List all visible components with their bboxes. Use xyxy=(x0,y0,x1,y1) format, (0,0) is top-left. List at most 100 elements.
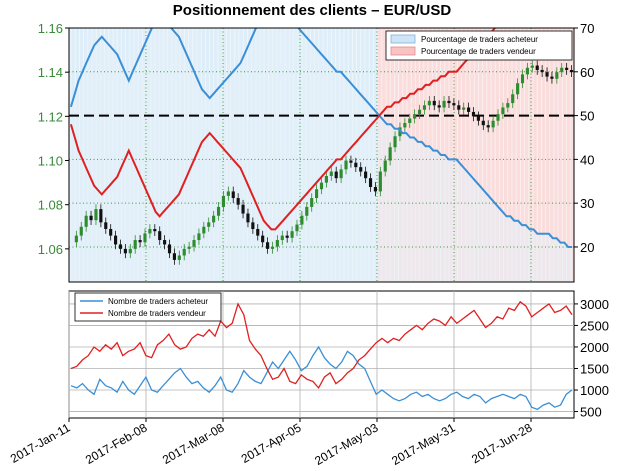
candle-body xyxy=(99,209,103,223)
legend-label-buy: Pourcentage de traders acheteur xyxy=(421,35,538,44)
candle-body xyxy=(153,228,157,232)
candle-body xyxy=(123,248,127,254)
candle-body xyxy=(417,109,422,115)
candle-body xyxy=(104,222,108,229)
sentiment-band xyxy=(469,28,475,282)
candle-body xyxy=(535,65,539,70)
candle-body xyxy=(432,100,436,106)
sentiment-band xyxy=(516,28,521,282)
candle-body xyxy=(202,226,206,234)
candle-body xyxy=(84,215,88,227)
sentiment-band xyxy=(466,28,471,282)
candle-body xyxy=(315,189,319,199)
candle-body xyxy=(525,67,529,75)
candle-body xyxy=(437,105,441,108)
percentage-tick-label: 50 xyxy=(580,109,594,124)
candle-body xyxy=(329,171,333,176)
price-tick-label: 1.12 xyxy=(38,109,63,124)
legend-swatch-buy xyxy=(390,34,416,44)
sentiment-band xyxy=(566,28,571,282)
sentiment-band xyxy=(527,28,533,282)
percentage-tick-label: 60 xyxy=(580,65,594,80)
legend-swatch-sell xyxy=(390,46,416,56)
candle-body xyxy=(413,114,417,119)
candle-body xyxy=(216,206,221,216)
candle-body xyxy=(74,235,78,243)
candle-body xyxy=(300,215,304,225)
date-tick-label: 2017-Mar-08 xyxy=(160,420,227,467)
candle-body xyxy=(221,195,226,207)
candle-body xyxy=(275,240,279,247)
sentiment-band xyxy=(535,28,540,282)
candle-body xyxy=(393,136,397,148)
sentiment-band xyxy=(477,28,483,282)
percentage-tick-label: 70 xyxy=(580,21,594,36)
sentiment-band xyxy=(562,28,567,282)
date-tick-label: 2017-May-31 xyxy=(389,420,458,468)
candle-body xyxy=(540,69,544,73)
candle-body xyxy=(241,204,245,214)
date-tick-label: 2017-Apr-05 xyxy=(239,420,304,466)
candle-body xyxy=(310,198,314,207)
sentiment-band xyxy=(558,28,564,282)
price-axis: 1.06 1.08 1.10 1.12 1.14 1.16 xyxy=(38,21,69,257)
date-tick-label: 2017-May-03 xyxy=(312,420,381,468)
sentiment-band xyxy=(473,28,479,282)
legend-label-buy-count: Nombre de traders acheteur xyxy=(108,297,208,306)
legend-label-sell: Pourcentage de traders vendeur xyxy=(421,47,536,56)
count-tick-label: 3000 xyxy=(580,297,609,312)
candle-body xyxy=(560,67,564,73)
candle-body xyxy=(109,228,113,236)
candle-body xyxy=(442,100,446,108)
sentiment-band xyxy=(504,28,510,282)
candle-body xyxy=(486,125,490,128)
candle-body xyxy=(143,233,147,243)
candle-body xyxy=(187,246,191,249)
candle-body xyxy=(280,235,284,241)
candle-body xyxy=(295,224,299,232)
candle-body xyxy=(565,67,569,70)
candle-body xyxy=(236,198,240,205)
candle-body xyxy=(545,72,549,77)
candle-body xyxy=(290,231,294,238)
date-tick-label: 2017-Feb-08 xyxy=(83,420,150,467)
candle-body xyxy=(133,240,137,249)
sentiment-band xyxy=(489,28,494,282)
sentiment-band xyxy=(458,28,463,282)
candle-body xyxy=(511,94,515,104)
candle-body xyxy=(114,235,118,245)
candle-body xyxy=(383,160,387,172)
count-tick-label: 1500 xyxy=(580,361,609,376)
candle-body xyxy=(172,253,176,260)
sentiment-band xyxy=(520,28,525,282)
candle-body xyxy=(403,122,407,128)
candle-body xyxy=(324,175,328,183)
sentiment-band xyxy=(508,28,513,282)
candle-body xyxy=(231,191,235,199)
candle-body xyxy=(265,242,270,249)
candle-body xyxy=(398,127,402,137)
candle-body xyxy=(344,160,348,170)
candle-body xyxy=(89,215,93,221)
sentiment-band xyxy=(462,28,467,282)
sentiment-band xyxy=(570,28,574,282)
candle-body xyxy=(349,160,353,163)
chart-title: Positionnement des clients – EUR/USD xyxy=(172,2,452,19)
candle-body xyxy=(354,162,358,168)
candle-body xyxy=(359,167,363,172)
candle-body xyxy=(334,171,338,179)
bottom-legend: Nombre de traders acheteur Nombre de tra… xyxy=(74,292,222,322)
candle-body xyxy=(388,147,392,161)
candle-body xyxy=(555,72,559,79)
candle-body xyxy=(163,240,167,245)
count-axis: 500 1000 1500 2000 2500 3000 xyxy=(574,297,609,420)
sentiment-band xyxy=(500,28,506,282)
buy-count-line xyxy=(70,345,573,411)
percentage-tick-label: 40 xyxy=(580,152,594,167)
count-tick-label: 1000 xyxy=(580,383,609,398)
candle-body xyxy=(378,171,382,192)
candle-body xyxy=(339,169,343,179)
candle-body xyxy=(226,191,230,196)
candle-body xyxy=(516,83,520,95)
candle-body xyxy=(261,235,265,243)
